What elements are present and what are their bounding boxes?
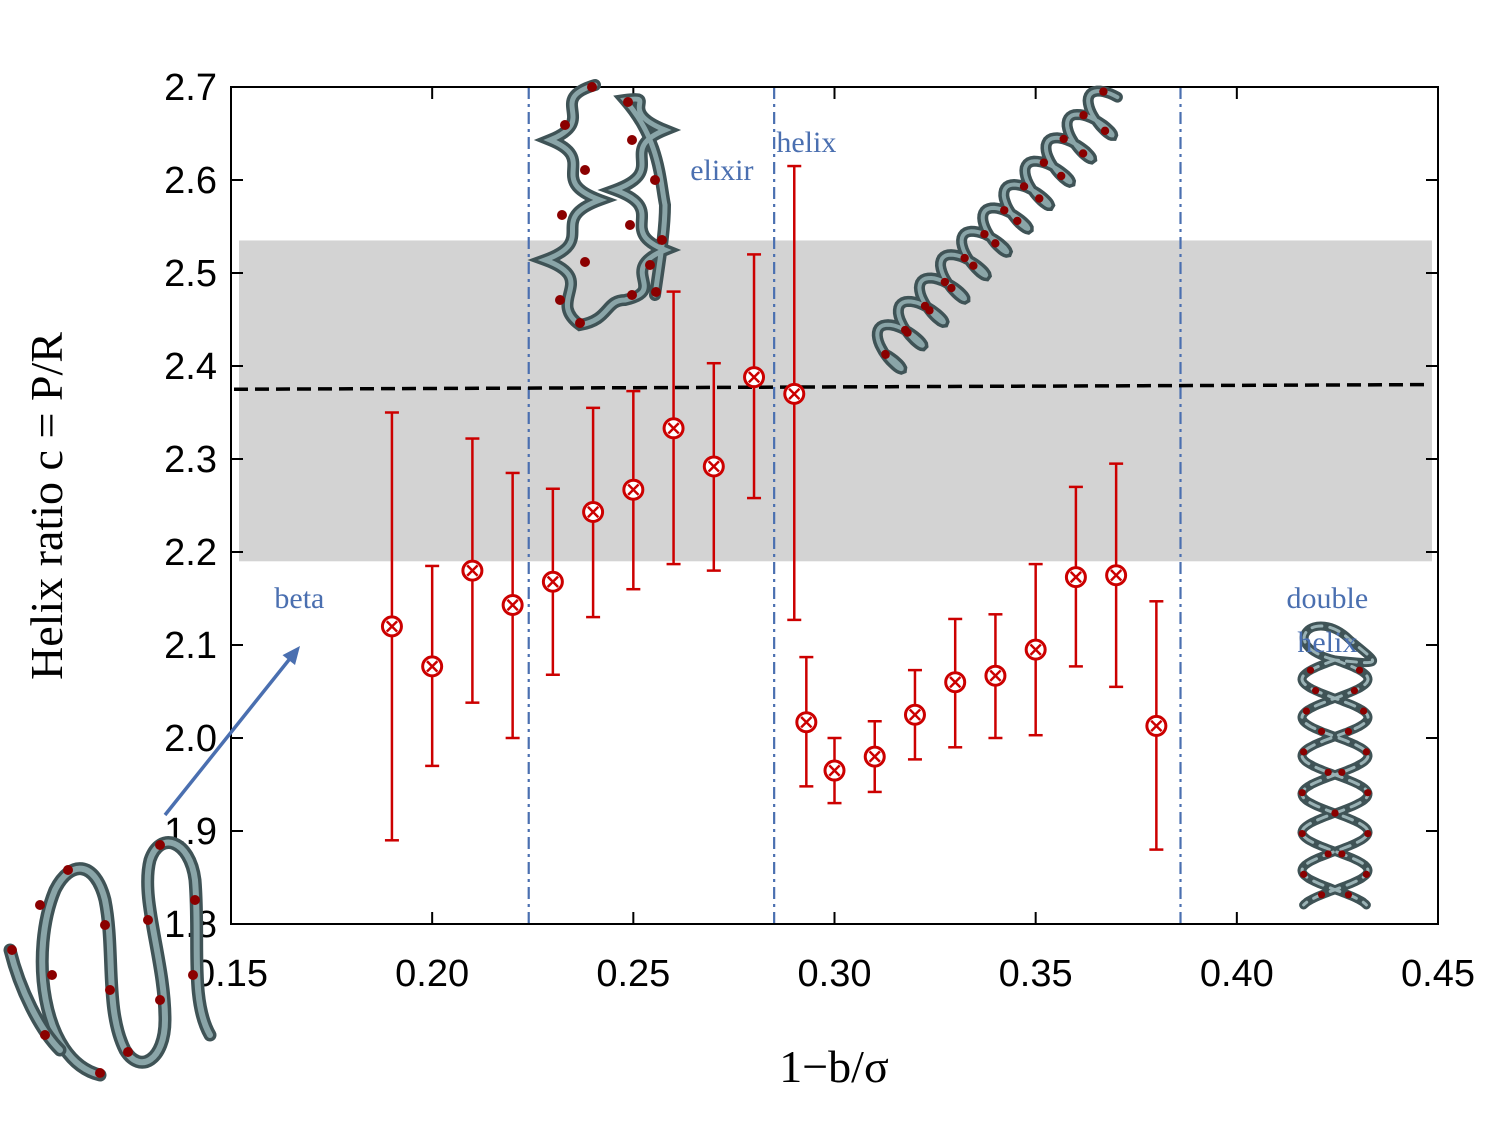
marker-cross [546, 575, 559, 588]
data-point [984, 613, 1007, 740]
marker-cross [426, 660, 439, 673]
marker-cross [800, 716, 813, 729]
marker-cross [667, 422, 680, 435]
x-axis-title: 1−b/σ [779, 1041, 889, 1092]
x-tick-label: 0.30 [798, 953, 872, 995]
data-point [795, 655, 818, 788]
y-tick-label: 2.5 [164, 253, 217, 295]
data-point [380, 411, 403, 842]
data-point [1024, 562, 1047, 737]
marker-cross [908, 708, 922, 721]
marker-cross [949, 676, 962, 689]
marker-cross [868, 750, 881, 763]
marker-cross [385, 620, 399, 633]
beta-hairpin-illustration [3, 836, 217, 1082]
y-tick-label: 2.0 [164, 718, 217, 760]
data-point [823, 736, 846, 805]
data-point [1064, 485, 1087, 668]
double-helix-illustration [1297, 621, 1377, 910]
marker-cross [747, 371, 761, 384]
data-point [702, 361, 725, 572]
marker-cross [1150, 719, 1163, 732]
x-tick-label: 0.25 [596, 953, 670, 995]
data-point [461, 437, 484, 704]
marker-cross [788, 387, 801, 400]
data-point [541, 487, 564, 677]
region-labels: beta elixir helix double helix [274, 126, 1368, 659]
marker-cross [466, 564, 479, 577]
single-helix-illustration [871, 85, 1123, 375]
marker-cross [707, 460, 720, 473]
x-tick-label: 0.35 [999, 953, 1073, 995]
data-point [582, 406, 605, 619]
marker-cross [1110, 569, 1123, 582]
data-point [863, 720, 886, 794]
y-tick-label: 2.3 [164, 439, 217, 481]
data-point [421, 564, 444, 768]
tolerance-band [239, 240, 1432, 562]
marker-cross [828, 764, 841, 777]
y-tick-label: 2.4 [164, 346, 217, 388]
data-point [1145, 600, 1168, 851]
data-point [662, 290, 685, 566]
x-tick-label: 0.15 [194, 953, 268, 995]
x-tick-label: 0.20 [395, 953, 469, 995]
elixir-illustration [527, 79, 682, 332]
data-point [783, 164, 806, 622]
region-label: double helix [1287, 582, 1369, 659]
y-tick-label: 2.6 [164, 160, 217, 202]
marker-cross [989, 669, 1002, 682]
marker-cross [587, 505, 600, 519]
marker-cross [506, 598, 519, 612]
data-point [501, 471, 524, 740]
marker-cross [1029, 643, 1042, 656]
region-label: elixir [690, 154, 753, 187]
y-tick-label: 2.1 [164, 625, 217, 667]
region-label: helix [776, 126, 836, 159]
data-point [1105, 462, 1128, 689]
data-point [944, 617, 967, 749]
y-tick-label: 2.2 [164, 532, 217, 574]
axis-ticks: 0.15 0.20 0.25 0.30 0.35 0.40 0.451.81.92.02.1… [164, 67, 1475, 995]
marker-cross [627, 483, 640, 496]
data-series [380, 164, 1168, 851]
y-tick-label: 2.7 [164, 67, 217, 109]
data-point [743, 253, 766, 500]
data-point [622, 389, 645, 591]
beta-arrow [163, 654, 294, 817]
data-point [903, 668, 926, 761]
y-axis-title: Helix ratio c = P/R [21, 332, 72, 680]
region-label: beta [274, 582, 324, 615]
x-tick-label: 0.45 [1401, 953, 1475, 995]
marker-cross [1069, 571, 1082, 584]
mean-reference-line [233, 382, 1431, 391]
region-boundaries [527, 87, 1182, 924]
x-tick-label: 0.40 [1200, 953, 1274, 995]
beta-arrow-head [282, 646, 300, 666]
